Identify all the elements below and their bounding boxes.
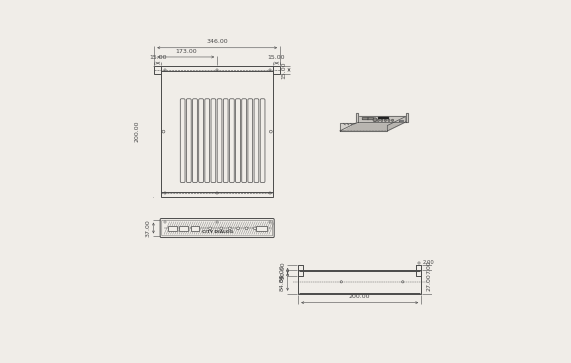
Polygon shape — [383, 123, 398, 130]
Polygon shape — [378, 117, 388, 118]
Text: 200.00: 200.00 — [134, 121, 139, 142]
Circle shape — [228, 227, 231, 230]
Polygon shape — [359, 117, 406, 122]
Polygon shape — [368, 123, 383, 130]
Polygon shape — [352, 123, 367, 130]
Bar — [191, 226, 199, 231]
Text: 173.00: 173.00 — [175, 49, 196, 54]
Bar — [179, 226, 188, 231]
Polygon shape — [367, 117, 372, 119]
Polygon shape — [358, 123, 373, 130]
Text: 15.00: 15.00 — [268, 55, 286, 60]
Bar — [154, 66, 161, 74]
Polygon shape — [361, 123, 376, 130]
Text: 15.00: 15.00 — [281, 61, 286, 78]
Circle shape — [220, 227, 223, 230]
Text: 84.00: 84.00 — [280, 264, 285, 282]
Text: 84.00: 84.00 — [280, 273, 285, 291]
Polygon shape — [380, 123, 395, 130]
Circle shape — [237, 227, 239, 230]
Text: 346.00: 346.00 — [206, 40, 228, 44]
Bar — [298, 270, 421, 294]
Text: 37.00: 37.00 — [145, 219, 150, 237]
Polygon shape — [346, 123, 361, 130]
Polygon shape — [362, 117, 368, 119]
Polygon shape — [399, 120, 404, 121]
Text: 7.00: 7.00 — [427, 261, 431, 274]
Text: CITY DIALOG: CITY DIALOG — [202, 230, 233, 234]
Bar — [256, 226, 267, 231]
Polygon shape — [373, 123, 389, 130]
Text: 2.00: 2.00 — [423, 260, 435, 265]
Text: 20.00: 20.00 — [280, 262, 285, 280]
Polygon shape — [349, 123, 364, 130]
Text: 15.00: 15.00 — [149, 55, 167, 60]
Polygon shape — [340, 123, 387, 131]
Polygon shape — [406, 113, 408, 122]
Circle shape — [391, 119, 393, 122]
Polygon shape — [371, 123, 386, 130]
Circle shape — [384, 119, 387, 122]
Bar — [273, 66, 280, 74]
Circle shape — [373, 118, 377, 122]
Polygon shape — [387, 117, 406, 131]
Circle shape — [388, 119, 390, 122]
Polygon shape — [356, 113, 359, 122]
Polygon shape — [355, 123, 371, 130]
Circle shape — [381, 119, 383, 122]
Text: 200.00: 200.00 — [349, 294, 371, 299]
Circle shape — [245, 227, 248, 230]
Polygon shape — [377, 123, 392, 130]
Bar — [168, 226, 176, 231]
Polygon shape — [340, 122, 406, 131]
Circle shape — [377, 119, 379, 122]
Circle shape — [209, 227, 212, 230]
Circle shape — [254, 227, 256, 230]
Text: 27.00: 27.00 — [427, 273, 431, 291]
Polygon shape — [364, 123, 380, 130]
Polygon shape — [386, 123, 401, 130]
Bar — [161, 66, 273, 197]
